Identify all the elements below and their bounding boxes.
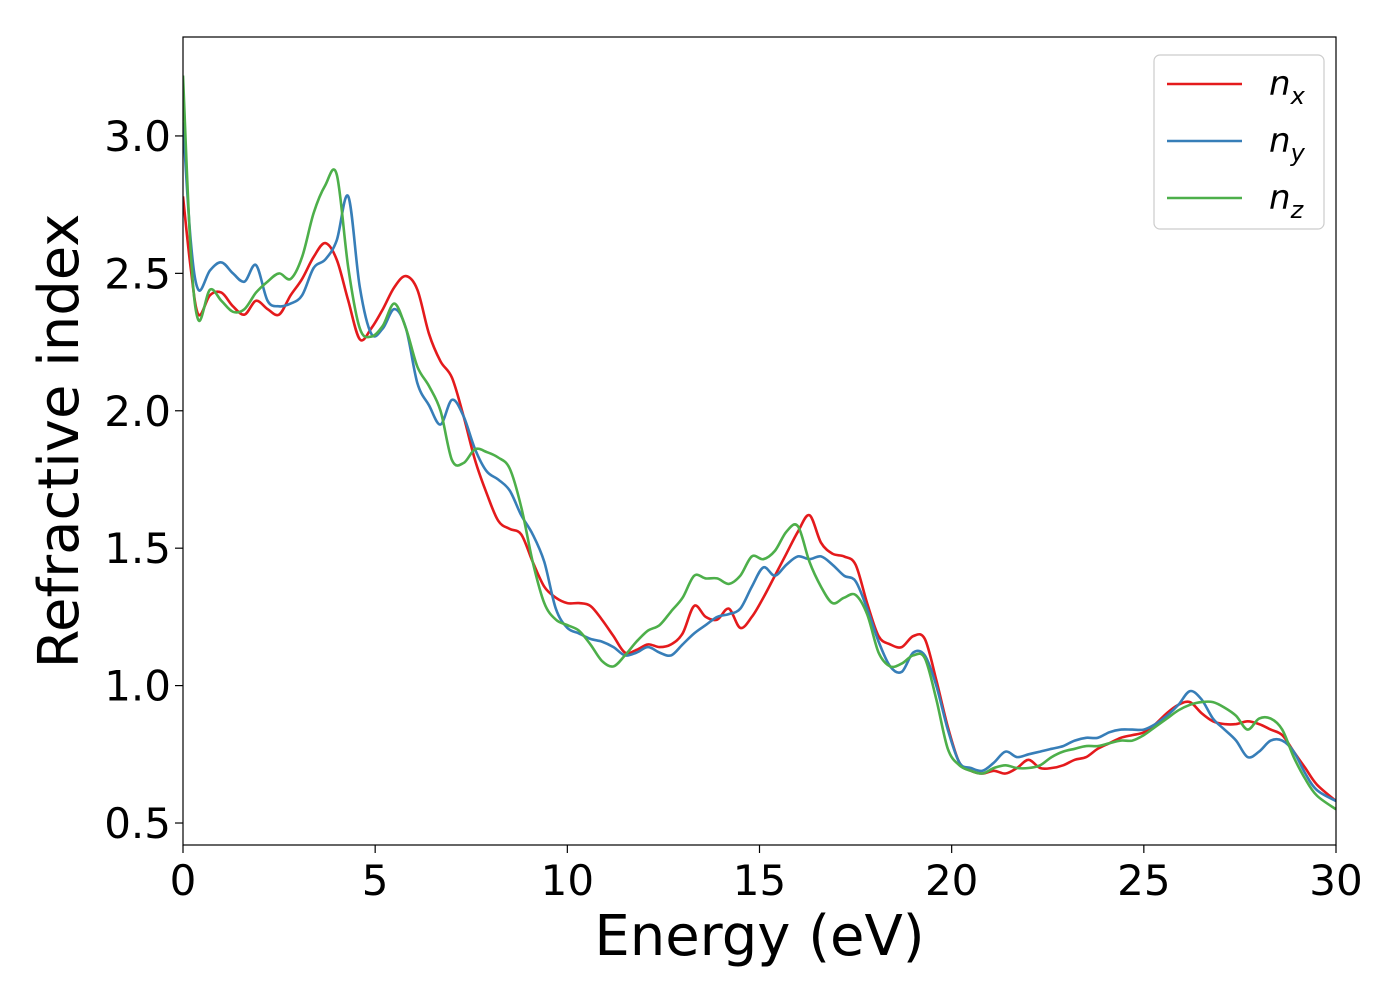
series-line-nx — [183, 196, 1336, 802]
y-tick-label: 3.0 — [104, 112, 171, 161]
series-line-ny — [183, 122, 1336, 803]
x-tick-label: 15 — [733, 856, 786, 905]
x-tick-label: 20 — [925, 856, 978, 905]
y-tick-label: 1.0 — [104, 662, 171, 711]
x-tick-label: 5 — [362, 856, 389, 905]
x-tick-label: 10 — [541, 856, 594, 905]
x-axis-label: Energy (eV) — [594, 904, 924, 969]
y-tick-label: 2.5 — [104, 249, 171, 298]
y-tick-label: 1.5 — [104, 524, 171, 573]
y-axis: 0.5 1.0 1.5 2.0 2.5 3.0 — [104, 112, 183, 848]
y-tick-label: 0.5 — [104, 799, 171, 848]
x-axis: 0 5 10 15 20 25 30 — [170, 845, 1363, 905]
series-layer — [183, 75, 1336, 811]
x-tick-label: 30 — [1309, 856, 1362, 905]
x-tick-label: 25 — [1117, 856, 1170, 905]
y-axis-label: Refractive index — [27, 214, 92, 669]
x-tick-label: 0 — [170, 856, 197, 905]
series-line-nz — [183, 75, 1336, 811]
y-tick-label: 2.0 — [104, 387, 171, 436]
